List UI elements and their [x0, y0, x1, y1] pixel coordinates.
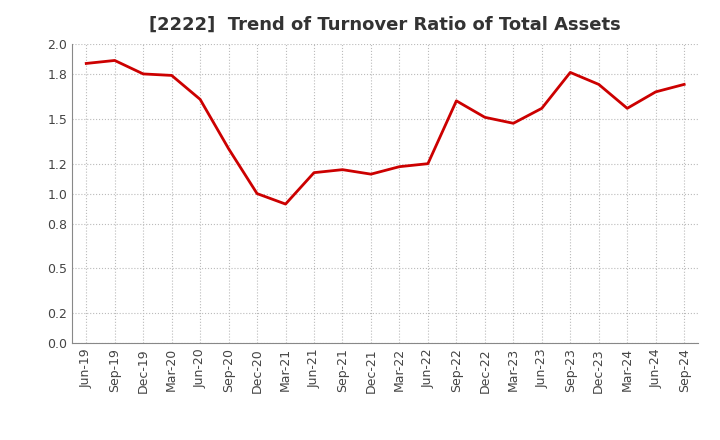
Title: [2222]  Trend of Turnover Ratio of Total Assets: [2222] Trend of Turnover Ratio of Total … [149, 16, 621, 34]
